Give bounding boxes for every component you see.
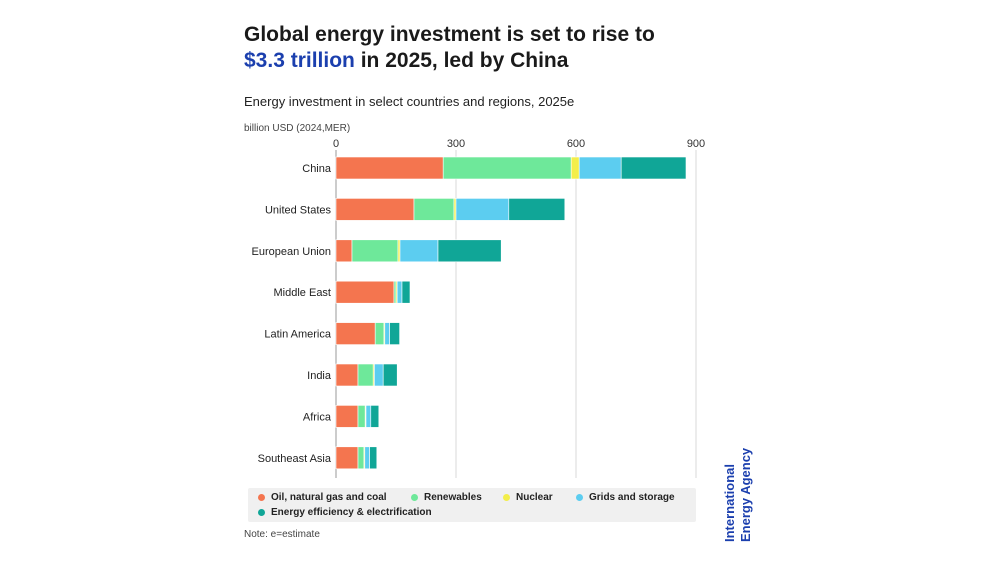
legend-swatch-grids-storage <box>576 494 583 501</box>
legend-item-oil-gas-coal: Oil, natural gas and coal <box>258 492 387 503</box>
bar-china-renewables <box>442 156 572 180</box>
bar-latin-america-oil-natural-gas-and-coal <box>335 322 376 345</box>
legend-label-oil-gas-coal: Oil, natural gas and coal <box>271 492 387 503</box>
bar-united-states-renewables <box>413 198 455 221</box>
brand-line-1: International <box>722 463 737 542</box>
bar-latin-america-energy-efficiency-electrification <box>389 322 400 345</box>
bar-middle-east-energy-efficiency-electrification <box>401 280 411 304</box>
bar-africa-oil-natural-gas-and-coal <box>335 405 359 428</box>
iea-logo: International Energy Agency <box>722 448 754 542</box>
category-label-european-union: European Union <box>251 246 331 258</box>
legend-swatch-renewables <box>411 494 418 501</box>
bar-china-energy-efficiency-electrification <box>620 156 687 180</box>
category-label-united-states: United States <box>265 204 332 216</box>
bar-european-union-energy-efficiency-electrification <box>437 239 502 263</box>
x-tick-label-0: 0 <box>333 138 339 150</box>
bar-united-states-energy-efficiency-electrification <box>508 198 566 221</box>
unit-label: billion USD (2024,MER) <box>244 123 351 134</box>
x-tick-label-600: 600 <box>567 138 585 150</box>
category-label-latin-america: Latin America <box>264 329 332 341</box>
category-label-india: India <box>307 370 332 382</box>
category-label-southeast-asia: Southeast Asia <box>258 453 332 465</box>
bar-european-union-grids-and-storage <box>399 239 439 263</box>
bar-european-union-oil-natural-gas-and-coal <box>335 239 353 263</box>
bar-india-renewables <box>357 363 374 387</box>
bar-africa-grids-and-storage <box>365 405 372 428</box>
legend-swatch-oil-gas-coal <box>258 494 265 501</box>
bar-united-states-grids-and-storage <box>455 198 510 221</box>
bar-china-grids-and-storage <box>578 156 622 180</box>
bar-southeast-asia-renewables <box>357 446 365 470</box>
category-label-china: China <box>302 163 332 175</box>
category-label-middle-east: Middle East <box>274 287 331 299</box>
title-line-1: Global energy investment is set to rise … <box>244 23 655 46</box>
bar-middle-east-oil-natural-gas-and-coal <box>335 280 395 304</box>
bar-european-union-renewables <box>351 239 399 263</box>
bar-southeast-asia-grids-and-storage <box>364 446 370 470</box>
footnote: Note: e=estimate <box>244 529 320 540</box>
bar-africa-energy-efficiency-electrification <box>370 405 380 428</box>
bar-middle-east-grids-and-storage <box>396 280 403 304</box>
bar-southeast-asia-oil-natural-gas-and-coal <box>335 446 359 470</box>
legend-label-nuclear: Nuclear <box>516 492 553 503</box>
x-tick-label-900: 900 <box>687 138 705 150</box>
bar-united-states-oil-natural-gas-and-coal <box>335 198 415 221</box>
x-tick-label-300: 300 <box>447 138 465 150</box>
bar-china-nuclear <box>570 156 580 180</box>
bar-latin-america-grids-and-storage <box>384 322 390 345</box>
chart-subtitle: Energy investment in select countries an… <box>244 94 575 109</box>
title-line-2-rest: in 2025, led by China <box>354 49 569 72</box>
bar-china-oil-natural-gas-and-coal <box>335 156 444 180</box>
title-highlight: $3.3 trillion <box>244 49 355 72</box>
legend-label-renewables: Renewables <box>424 492 482 503</box>
legend-swatch-efficiency <box>258 509 265 516</box>
bar-africa-renewables <box>357 405 366 428</box>
bar-india-oil-natural-gas-and-coal <box>335 363 359 387</box>
legend-label-grids-storage: Grids and storage <box>589 492 675 503</box>
bar-southeast-asia-energy-efficiency-electrification <box>369 446 378 470</box>
legend-swatch-nuclear <box>503 494 510 501</box>
chart-title: Global energy investment is set to rise … <box>244 22 655 74</box>
bar-latin-america-renewables <box>374 322 385 345</box>
legend-item-nuclear: Nuclear <box>503 492 553 503</box>
bar-india-energy-efficiency-electrification <box>382 363 398 387</box>
category-label-africa: Africa <box>303 411 332 423</box>
legend-item-grids-storage: Grids and storage <box>576 492 675 503</box>
legend-item-efficiency: Energy efficiency & electrification <box>258 507 432 518</box>
bar-india-grids-and-storage <box>374 363 384 387</box>
legend-item-renewables: Renewables <box>411 492 482 503</box>
legend-label-efficiency: Energy efficiency & electrification <box>271 507 432 518</box>
legend: Oil, natural gas and coal Renewables Nuc… <box>248 488 696 522</box>
brand-line-2: Energy Agency <box>738 447 753 542</box>
title-line-2: $3.3 trillion in 2025, led by China <box>244 48 655 74</box>
